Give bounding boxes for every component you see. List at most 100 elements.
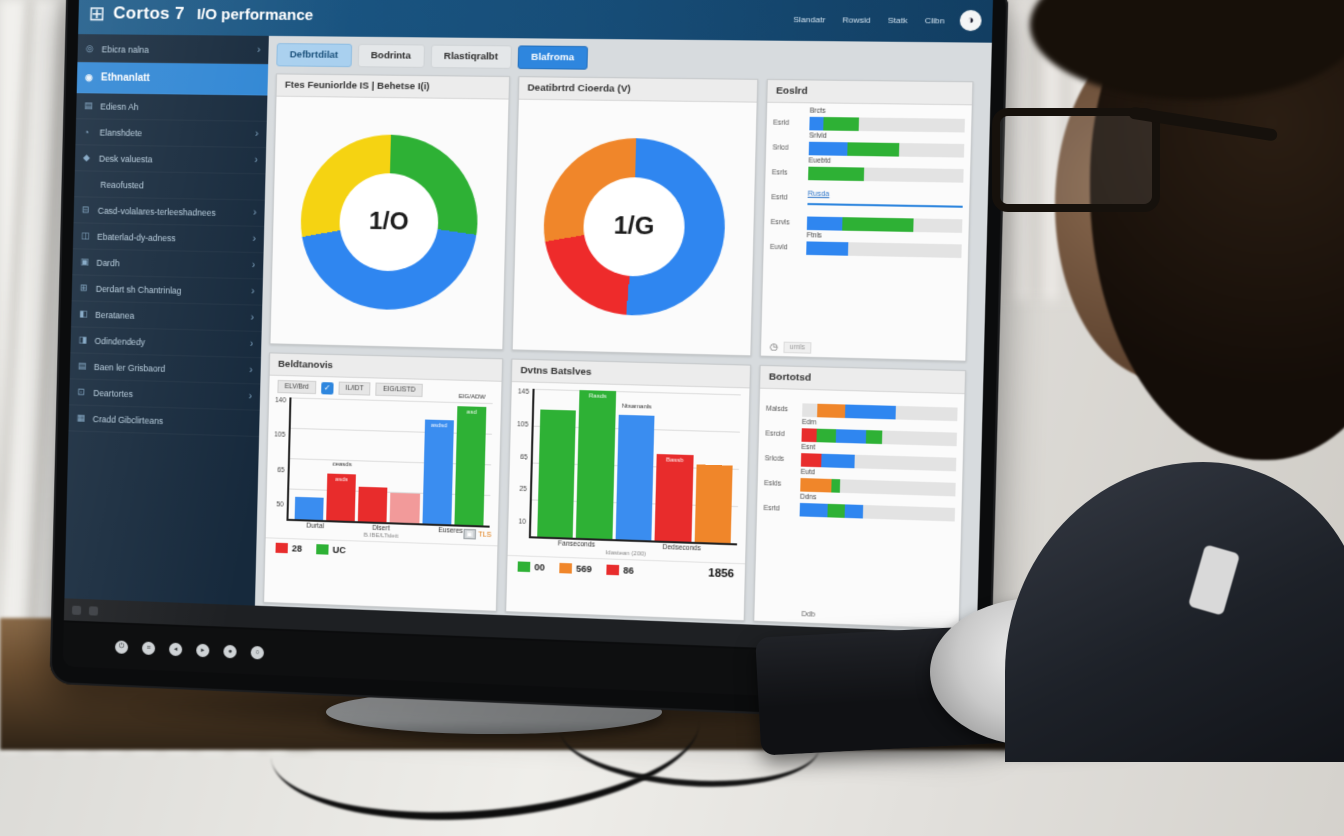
checkbox-checked[interactable]: ✓: [320, 381, 334, 395]
legend-item: 28: [275, 542, 302, 554]
bar-segment: [816, 428, 836, 443]
bar-segment: [831, 478, 841, 493]
sidebar-item-label: Elanshdete: [99, 127, 143, 138]
row-label: Srlcds: [764, 455, 785, 463]
tab[interactable]: Bodrinta: [357, 43, 425, 68]
dashboard-screen: ⊞ Cortos 7 I/O performance Slandatr Rows…: [63, 0, 993, 657]
legend-swatch: [275, 542, 288, 554]
legend-swatch: [559, 562, 573, 574]
monitor-button[interactable]: ▸: [196, 643, 210, 657]
monitor-power-button[interactable]: ⏻: [114, 639, 129, 654]
panel-hbars-top: Eoslrd Esrld Brcts: [759, 78, 974, 362]
sidebar-item[interactable]: ◔ Elanshdete ›: [75, 119, 267, 149]
nav-link[interactable]: Rowsid: [842, 14, 871, 25]
row-label: Eslds: [764, 480, 782, 488]
hbar-row: Euvld Ftnls: [770, 231, 962, 259]
filter-chip[interactable]: IL/IDT: [338, 381, 371, 396]
sidebar-item-label: Odindendedy: [94, 335, 146, 347]
bar: [358, 487, 388, 523]
bar-segment: [866, 430, 883, 445]
sidebar-item[interactable]: Reaofusted: [74, 171, 266, 201]
tab-selected[interactable]: Defbrtdilat: [276, 43, 352, 68]
sidebar-item-label: Reaofusted: [100, 179, 144, 190]
bar-segment: [820, 453, 856, 469]
panel-donut-2: Deatibrtrd Cioerda (V) 1/G: [511, 76, 759, 357]
panel-title: Ftes Feuniorlde IS | Behetse I(i): [276, 74, 510, 100]
taskbar-window-button[interactable]: [88, 605, 99, 616]
sidebar: ◎ Ebicra nalna › ◉ Ethnanlatt ▤ Ediesn A…: [64, 34, 269, 606]
bar-segment: [827, 503, 845, 518]
row-label: Esrls: [771, 169, 788, 177]
bar-segment: [808, 141, 848, 156]
bar-track: [808, 166, 964, 183]
bar-segment: [806, 241, 849, 256]
sidebar-item[interactable]: ▣ Dardh ›: [72, 249, 264, 280]
panel-title: Eoslrd: [767, 79, 973, 106]
sidebar-icon: ◆: [82, 152, 91, 163]
bar: [694, 464, 733, 544]
legend-item: 00: [517, 561, 545, 573]
donut-chart-io: 1/O: [298, 133, 480, 312]
panel-title: Dvtns Batslves: [511, 359, 751, 389]
sidebar-item[interactable]: ⊟ Casd-volalares-terleeshadnees ›: [73, 197, 265, 227]
nav-link[interactable]: Statk: [887, 15, 908, 25]
bar: [537, 409, 577, 538]
tab[interactable]: Rlastiqralbt: [430, 44, 512, 69]
window-icon: ▣: [462, 528, 477, 540]
app-logo-icon: ⊞: [88, 2, 106, 25]
row-link[interactable]: Rusda: [807, 190, 830, 199]
chevron-right-icon: ›: [252, 207, 257, 219]
bar-segment: [800, 478, 832, 493]
legend-swatch: [316, 544, 329, 555]
bar: Bassb: [654, 454, 694, 542]
bar-segment: [801, 428, 818, 443]
sidebar-item[interactable]: ▦ Cradd Gibclirteans: [68, 405, 260, 438]
header-nav: Slandatr Rowsid Statk Clibn: [793, 14, 944, 25]
bar: asdsd: [422, 419, 454, 525]
tab-primary[interactable]: Blafroma: [517, 45, 589, 70]
sidebar-item[interactable]: ◆ Desk valuesta ›: [74, 145, 267, 175]
legend-item: 86: [606, 564, 634, 576]
sidebar-icon: ◎: [85, 43, 94, 54]
donut-chart-ig: 1/G: [541, 136, 727, 318]
profile-button[interactable]: ◑: [959, 9, 982, 32]
nav-link[interactable]: Slandatr: [793, 14, 826, 24]
hbar-row-link: Esrtd Rusda: [771, 182, 963, 208]
bar-value-label: ceasds: [332, 461, 352, 469]
chevron-right-icon: ›: [251, 260, 256, 272]
sidebar-item-label: Casd-volalares-terleeshadnees: [97, 205, 216, 218]
app-title: Cortos 7: [113, 3, 185, 24]
sidebar-item[interactable]: ◎ Ebicra nalna ›: [77, 36, 269, 65]
monitor-menu-button[interactable]: ≡: [141, 640, 156, 655]
bar: [615, 414, 655, 541]
taskbar-window-button[interactable]: [71, 605, 82, 615]
sidebar-item[interactable]: ▤ Ediesn Ah: [76, 93, 268, 122]
hbar-row: Srlcd Srlvld: [772, 132, 965, 158]
app-subtitle: I/O performance: [196, 5, 314, 24]
chevron-right-icon: ›: [250, 312, 254, 324]
sidebar-item-active[interactable]: ◉ Ethnanlatt: [76, 62, 269, 96]
hbar-row: Srlcds Esnt: [765, 443, 957, 472]
nav-link[interactable]: Clibn: [924, 15, 945, 26]
filter-chip[interactable]: ELV/Brd: [277, 379, 317, 395]
chevron-right-icon: ›: [249, 338, 254, 350]
hbar-row: Eslds Eutd: [764, 468, 956, 497]
filter-chip[interactable]: EIG/LISTD: [375, 382, 423, 398]
corner-label: TLS: [478, 530, 492, 539]
tab-bar: Defbrtdilat Bodrinta Rlastiqralbt Blafro…: [276, 43, 983, 74]
monitor: ⊞ Cortos 7 I/O performance Slandatr Rows…: [49, 0, 1009, 724]
monitor-button[interactable]: ●: [223, 644, 237, 658]
monitor-button[interactable]: ◂: [168, 642, 183, 656]
legend-total: 1856: [708, 567, 735, 581]
sidebar-icon: ◨: [78, 334, 88, 345]
row-label: Srlcd: [772, 144, 789, 152]
sidebar-item-label: Dardh: [96, 257, 120, 268]
chevron-right-icon: ›: [252, 233, 256, 245]
row-label: Esrld: [773, 119, 790, 127]
sidebar-item-label: Beratanea: [95, 309, 135, 321]
sidebar-item[interactable]: ◫ Ebaterlad-dy-adness ›: [72, 223, 265, 254]
legend-swatch: [517, 561, 531, 573]
bar-value-label: EIG/ADW: [458, 393, 486, 401]
row-label: Esrvls: [770, 218, 790, 227]
monitor-button[interactable]: ○: [250, 645, 265, 660]
